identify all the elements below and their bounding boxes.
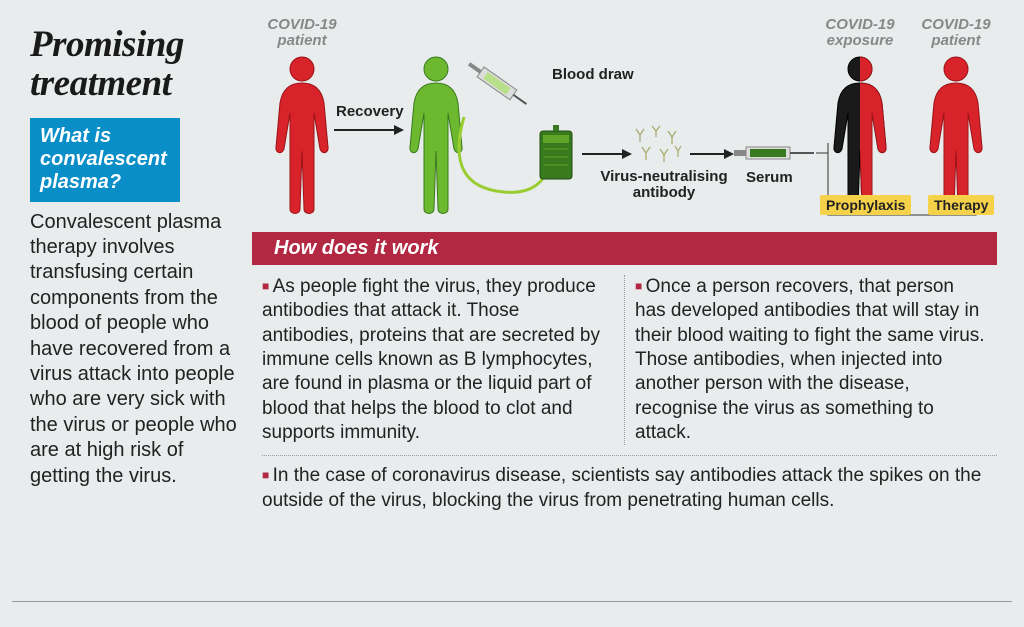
how-col-2: Once a person recovers, that person has … xyxy=(625,275,997,445)
main-title: Promising treatment xyxy=(30,26,245,104)
fig1-label: COVID-19 patient xyxy=(262,17,342,49)
blood-draw-label: Blood draw xyxy=(552,67,634,83)
how-text-2: Once a person recovers, that person has … xyxy=(635,276,985,443)
antibody-label: Virus-neutralising antibody xyxy=(600,169,728,201)
antibody-icon xyxy=(632,125,686,169)
how-text-3: In the case of coronavirus disease, scie… xyxy=(262,465,981,510)
serum-syringe-icon xyxy=(734,141,818,165)
patient-red-icon xyxy=(270,55,334,215)
intro-text: Convalescent plasma therapy involves tra… xyxy=(30,210,245,489)
right-column: COVID-19 patient Recovery xyxy=(262,17,997,513)
arrow-3-icon xyxy=(690,147,734,161)
fig4-label: COVID-19 patient xyxy=(916,17,996,49)
flow-diagram: COVID-19 patient Recovery xyxy=(262,17,997,232)
subtitle-box: What is convalescent plasma? xyxy=(30,118,180,202)
prophylaxis-tag: Prophylaxis xyxy=(820,195,911,215)
exposure-figure-icon xyxy=(828,55,892,215)
therapy-tag: Therapy xyxy=(928,195,994,215)
arrow-2-icon xyxy=(582,147,632,161)
how-columns: As people fight the virus, they produce … xyxy=(262,275,997,445)
how-text-1: As people fight the virus, they produce … xyxy=(262,276,600,443)
left-column: Promising treatment What is convalescent… xyxy=(30,26,245,489)
how-full-row: In the case of coronavirus disease, scie… xyxy=(262,455,997,513)
arrow-1-icon xyxy=(334,123,404,137)
recovery-label: Recovery xyxy=(336,103,404,120)
fig3-label: COVID-19 exposure xyxy=(820,17,900,49)
how-banner: How does it work xyxy=(262,232,997,265)
serum-label: Serum xyxy=(746,169,793,186)
infographic-page: Promising treatment What is convalescent… xyxy=(12,12,1012,602)
patient2-red-icon xyxy=(924,55,988,215)
how-col-1: As people fight the virus, they produce … xyxy=(262,275,625,445)
